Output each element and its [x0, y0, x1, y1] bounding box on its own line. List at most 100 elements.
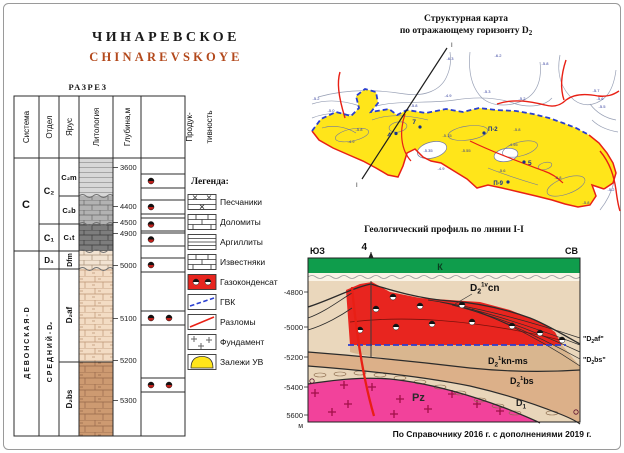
header-stage: Ярус [65, 118, 74, 136]
map-faults [311, 59, 621, 212]
legend-gvk: ГВК [220, 297, 235, 307]
unconformity-waves [78, 194, 114, 271]
label-d2bs: D21bs [510, 376, 534, 389]
series-c1: C₁ [44, 233, 54, 243]
svg-text:-5.35: -5.35 [423, 148, 433, 153]
column-grid [13, 95, 186, 437]
header-lithology: Литология [92, 108, 101, 147]
legend-swatch-symbols [188, 195, 216, 369]
series-d2-middle: С Р Е Д Н И Й - D₂ [45, 322, 54, 383]
profile-line-I-I [361, 47, 448, 180]
strat-column: Система Отдел Ярус Литология Глубина,м П… [13, 95, 214, 437]
depth-5200: 5200 [120, 356, 137, 365]
svg-text:-5.7: -5.7 [593, 88, 601, 93]
map-wells: 4 7 П-2 5 П-9 [387, 119, 532, 187]
gas-condensate-symbol [192, 278, 200, 286]
header-productivity-2: тивность [205, 110, 214, 143]
map-well-7: 7 [412, 119, 416, 126]
hc-deposit-symbol [190, 356, 214, 369]
svg-text:-6.3: -6.3 [447, 56, 455, 61]
column-units: C Д Е В О Н С К А Я - D C₂ C₁ D₃ С Р Е Д… [22, 173, 77, 408]
header-series: Отдел [45, 115, 54, 138]
svg-text:-4800: -4800 [284, 288, 303, 297]
litho-dfm-limestone [79, 251, 113, 269]
structural-map: Структурная карта по отражающему горизон… [311, 14, 621, 212]
basement-symbol [191, 336, 212, 349]
profile-sw-label: ЮЗ [310, 246, 325, 256]
depth-3600: 3600 [120, 163, 137, 172]
litho-c2b-limestone [79, 196, 113, 224]
svg-text:-5.8: -5.8 [555, 175, 563, 180]
label-edge-d2af: "D2af" [583, 336, 604, 345]
header-productivity-1: Продук- [185, 112, 194, 142]
geological-profile: Геологический профиль по линии I-I ЮЗ СВ [284, 224, 606, 430]
map-well-4: 4 [387, 132, 391, 139]
svg-text:-4.95: -4.95 [508, 142, 518, 147]
basement-marker-left [309, 378, 315, 384]
region-knms-band [350, 345, 580, 372]
system-c: C [22, 199, 30, 211]
gvk-symbol [189, 297, 215, 307]
profile-line-label-bottom: I [356, 183, 358, 189]
label-d2cn: D21vcn [470, 283, 500, 296]
legend-sandstones: Песчаники [220, 197, 262, 207]
depth-4900: 4900 [120, 229, 137, 238]
profile-well-label: 4 [361, 242, 367, 253]
profile-depth-scale: -4800 -5000 -5200 -5400 5600 м [284, 288, 308, 430]
label-d1: D1 [516, 398, 527, 411]
litho-c2m-argillite [79, 158, 113, 196]
deposit-south-fault [311, 130, 605, 208]
legend-hc-deposits: Залежи УВ [220, 357, 264, 367]
dolomite-symbol [188, 214, 216, 230]
svg-text:-5.6: -5.6 [597, 96, 605, 101]
stage-c2b: C₂b [62, 206, 76, 215]
region-lens-band [308, 366, 580, 424]
depth-unit: м [298, 423, 303, 430]
svg-text:-5.6: -5.6 [499, 168, 507, 173]
profile-fault-line [350, 286, 376, 417]
stage-d2bs: D₂bs [65, 389, 74, 408]
series-d3: D₃ [44, 256, 54, 265]
svg-text:-5.8: -5.8 [583, 200, 591, 205]
deposit-area [312, 89, 616, 207]
legend: Легенда: Песчаники Доломиты Аргиллиты Из… [187, 177, 278, 370]
system-devon: Д Е В О Н С К А Я - D [24, 307, 31, 378]
label-edge-d2bs: "D2bs" [583, 357, 606, 366]
limestone-symbol [188, 254, 216, 270]
svg-text:-5200: -5200 [284, 353, 303, 362]
stage-c1t: C₁t [63, 233, 75, 242]
map-title-line1: Структурная карта [424, 14, 508, 24]
header-system: Система [22, 110, 31, 143]
svg-text:-5000: -5000 [284, 323, 303, 332]
litho-d2bs-limestone [79, 362, 113, 436]
label-pz: Pz [412, 392, 425, 404]
depth-4400: 4400 [120, 202, 137, 211]
surface-wavy-line [307, 275, 581, 279]
column-depths: 3600 4400 4500 4900 5000 5100 5200 5300 [113, 163, 137, 405]
svg-text:-5.8: -5.8 [514, 127, 522, 132]
column-headers: Система Отдел Ярус Литология Глубина,м П… [22, 108, 214, 147]
depth-5100: 5100 [120, 314, 137, 323]
svg-text:-5.8: -5.8 [356, 127, 364, 132]
label-d2knms: D21kn-ms [488, 356, 528, 369]
d2cn-pointer [454, 293, 473, 305]
map-well-p9: П-9 [493, 181, 503, 187]
legend-dolomites: Доломиты [220, 217, 261, 227]
header: ЧИНАРЕВСКОЕ CHINAREVSKOYE РАЗРЕЗ [69, 30, 240, 92]
svg-text:-5.8: -5.8 [411, 103, 419, 108]
depth-4500: 4500 [120, 218, 137, 227]
legend-gas-condensate: Газоконденсат [220, 277, 278, 287]
svg-text:-5.55: -5.55 [461, 148, 471, 153]
legend-labels: Песчаники Доломиты Аргиллиты Известняки … [220, 197, 278, 367]
legend-limestones: Известняки [220, 257, 265, 267]
section-label: РАЗРЕЗ [69, 82, 108, 92]
map-title-line2: по отражающему горизонту D2 [400, 26, 533, 37]
svg-text:-5.8: -5.8 [542, 61, 550, 66]
legend-title: Легенда: [191, 177, 229, 187]
profile-frame [307, 257, 581, 423]
svg-text:-5400: -5400 [284, 383, 303, 392]
legend-argillites: Аргиллиты [220, 237, 263, 247]
profile-title: Геологический профиль по линии I-I [364, 224, 524, 235]
